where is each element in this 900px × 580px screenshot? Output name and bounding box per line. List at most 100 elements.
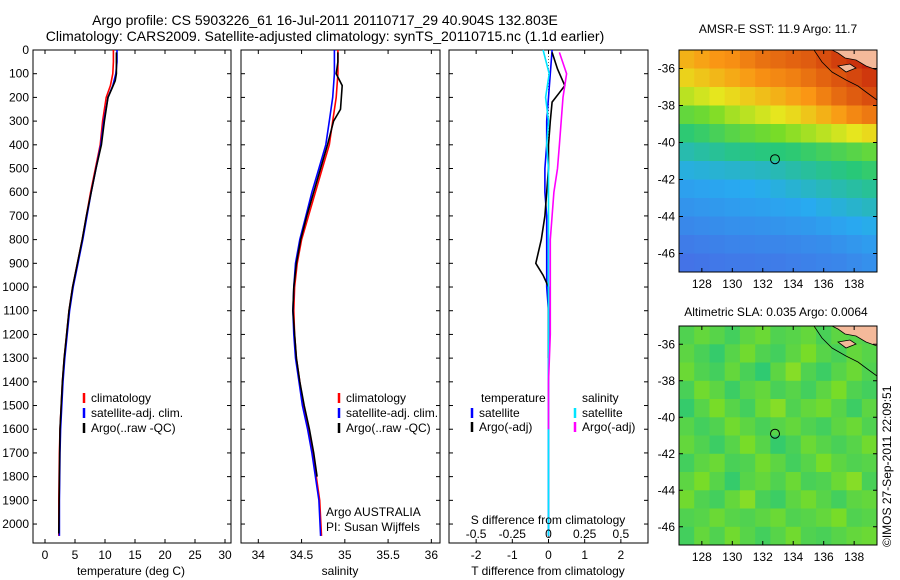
s-difference-label: S difference from climatology — [471, 513, 626, 527]
map-cell — [816, 179, 832, 199]
t-difference-ticks: -2 -1 0 1 2 — [471, 50, 625, 562]
map-cell — [831, 87, 848, 107]
map-cell — [831, 472, 848, 491]
map-cell — [800, 490, 817, 510]
map-cell — [846, 362, 863, 382]
legend-label: satellite — [479, 406, 520, 420]
depth-axis-ticks: 0 100 200 300 400 500 600 700 800 900 1000 1100 1200… — [2, 43, 231, 531]
map-cell — [770, 105, 787, 125]
float-position-marker — [770, 428, 780, 439]
legend-label: climatology — [346, 391, 406, 405]
map-cell — [724, 179, 741, 199]
map-cell — [709, 216, 726, 236]
map-cell — [724, 253, 741, 272]
depth-tick-label: 300 — [9, 114, 29, 128]
map-cell — [831, 508, 848, 528]
map-cell — [816, 68, 832, 88]
map-cell — [709, 508, 726, 528]
map-cell — [846, 142, 863, 162]
map-cell — [816, 50, 832, 70]
map-cell — [861, 142, 877, 162]
temperature-x-ticks: 0 5 10 15 20 25 30 — [42, 50, 232, 562]
map-cell — [694, 453, 710, 473]
sla-latitude-ticks: -36 -38 -40 -42 -44 -46 — [658, 337, 877, 534]
depth-tick-label: 1600 — [2, 422, 29, 436]
map-cell — [770, 417, 787, 437]
map-cell — [785, 87, 802, 107]
map-cell — [846, 526, 863, 545]
map-cell — [831, 198, 848, 218]
x-tick-label: 10 — [98, 548, 112, 562]
map-cell — [831, 179, 848, 199]
series-line-argo-raw-qc- — [58, 52, 118, 534]
map-cell — [770, 526, 787, 545]
x-tick-label: 34 — [252, 548, 266, 562]
map-cell — [755, 435, 771, 455]
map-cell — [861, 68, 877, 88]
map-cell — [709, 105, 726, 125]
map-cell — [785, 68, 802, 88]
map-cell — [831, 105, 848, 125]
map-cell — [816, 472, 832, 491]
lon-tick-label: 128 — [692, 550, 712, 564]
map-cell — [816, 198, 832, 218]
salinity-plot-area — [240, 49, 441, 544]
map-cell — [800, 161, 817, 181]
map-cell — [679, 399, 695, 418]
depth-tick-label: 1500 — [2, 399, 29, 413]
coastline-island — [837, 63, 857, 73]
map-cell — [694, 526, 710, 545]
map-cell — [694, 179, 710, 199]
series-line-argo-adj- — [534, 52, 566, 359]
map-cell — [831, 526, 848, 545]
map-cell — [755, 508, 771, 528]
map-cell — [770, 179, 787, 199]
map-cell — [861, 453, 877, 473]
x-tick-label: 25 — [188, 548, 202, 562]
map-cell — [724, 526, 741, 545]
map-cell — [861, 435, 877, 455]
map-cell — [755, 253, 771, 272]
depth-tick-label: 1900 — [2, 493, 29, 507]
map-cell — [846, 453, 863, 473]
x-tick-label: -2 — [471, 548, 482, 562]
map-cell — [846, 216, 863, 236]
map-cell — [831, 142, 848, 162]
map-cell — [861, 253, 877, 272]
map-cell — [755, 344, 771, 364]
map-cell — [770, 87, 787, 107]
map-cell — [739, 198, 756, 218]
map-cell — [800, 142, 817, 162]
sst-coastline — [813, 50, 877, 101]
map-cell — [800, 344, 817, 364]
map-cell — [861, 417, 877, 437]
map-cell — [679, 380, 695, 400]
s-difference-ticks: -0.5 -0.25 0 0.25 0.5 — [466, 527, 630, 541]
map-cell — [694, 253, 710, 272]
s-difference-tick-label: 0 — [545, 527, 552, 541]
sst-longitude-ticks: 128 130 132 134 136 138 — [692, 50, 864, 291]
map-cell — [709, 235, 726, 255]
map-cell — [846, 435, 863, 455]
map-cell — [831, 235, 848, 255]
lon-tick-label: 128 — [692, 277, 712, 291]
map-cell — [785, 326, 802, 345]
map-cell — [724, 472, 741, 491]
map-cell — [770, 490, 787, 510]
map-cell — [694, 399, 710, 418]
temperature-profiles — [57, 50, 118, 536]
map-cell — [755, 490, 771, 510]
map-cell — [724, 235, 741, 255]
map-cell — [770, 362, 787, 382]
depth-tick-label: 600 — [9, 185, 29, 199]
map-cell — [679, 490, 695, 510]
lon-tick-label: 138 — [844, 550, 864, 564]
map-cell — [816, 453, 832, 473]
map-cell — [709, 362, 726, 382]
s-difference-tick-label: -0.5 — [466, 527, 487, 541]
map-cell — [816, 87, 832, 107]
lon-tick-label: 134 — [783, 277, 803, 291]
sst-map-frame — [678, 49, 878, 273]
map-cell — [739, 526, 756, 545]
map-cell — [679, 253, 695, 272]
